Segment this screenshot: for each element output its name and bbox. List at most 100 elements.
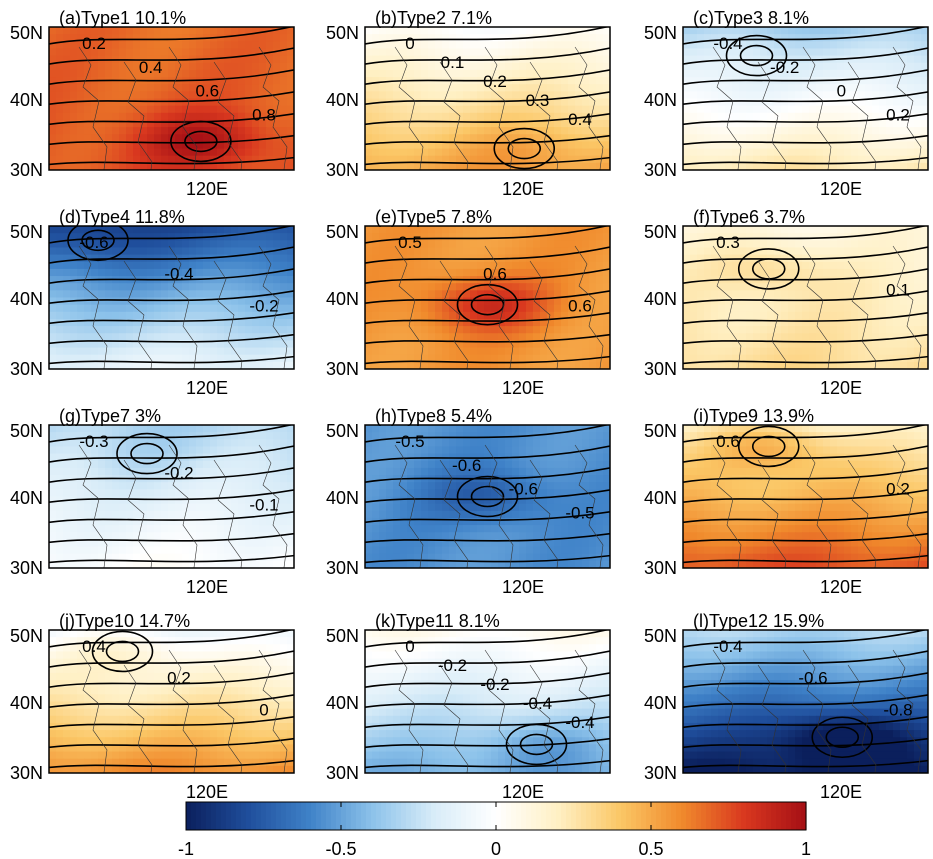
field-cell <box>893 69 901 78</box>
field-cell <box>112 268 120 277</box>
field-cell <box>711 340 719 349</box>
field-cell <box>210 91 218 100</box>
field-cell <box>561 55 569 64</box>
field-cell <box>126 311 134 320</box>
field-cell <box>435 290 443 299</box>
field-cell <box>690 62 698 71</box>
field-cell <box>421 297 429 306</box>
field-cell <box>147 333 155 341</box>
panel-title: (f)Type6 3.7% <box>693 207 805 227</box>
field-cell <box>575 112 583 121</box>
field-cell <box>112 141 120 150</box>
field-cell <box>540 105 548 114</box>
field-cell <box>168 539 176 548</box>
field-cell <box>470 134 478 142</box>
field-cell <box>561 112 569 121</box>
field-cell <box>540 62 548 71</box>
field-cell <box>442 233 450 241</box>
field-cell <box>893 62 901 71</box>
field-cell <box>168 41 176 50</box>
contour-ring <box>470 293 505 316</box>
field-cell <box>168 340 176 349</box>
field-cell <box>280 98 288 107</box>
field-cell <box>84 119 92 128</box>
field-cell <box>217 489 225 498</box>
field-cell <box>690 290 698 299</box>
field-cell <box>746 326 754 334</box>
field-cell <box>858 233 866 241</box>
field-cell <box>858 340 866 349</box>
field-cell <box>217 127 225 135</box>
contour-label: 0.1 <box>441 53 465 72</box>
field-cell <box>421 41 429 50</box>
field-cell <box>823 318 831 327</box>
field-cell <box>393 84 401 92</box>
field-cell <box>781 318 789 327</box>
field-cell <box>760 297 768 306</box>
field-cell <box>63 546 71 555</box>
field-cell <box>140 105 148 114</box>
field-cell <box>210 446 218 455</box>
field-cell <box>91 532 99 540</box>
field-cell <box>49 155 57 164</box>
field-cell <box>837 290 845 299</box>
field-cell <box>554 311 562 320</box>
field-cell <box>788 318 796 327</box>
field-cell <box>140 41 148 50</box>
contour-line <box>49 112 294 126</box>
field-cell <box>442 297 450 306</box>
field-cell <box>49 347 57 356</box>
field-cell <box>189 247 197 256</box>
field-cell <box>739 105 747 114</box>
field-cell <box>725 261 733 270</box>
field-cell <box>147 517 155 526</box>
field-cell <box>802 354 810 363</box>
field-cell <box>273 41 281 50</box>
field-cell <box>568 155 576 164</box>
field-cell <box>886 261 894 270</box>
field-cell <box>872 148 880 157</box>
field-cell <box>414 84 422 92</box>
field-cell <box>231 503 239 512</box>
field-cell <box>91 333 99 341</box>
field-cell <box>435 297 443 306</box>
field-cell <box>767 268 775 277</box>
field-cell <box>858 333 866 341</box>
field-cell <box>238 48 246 57</box>
field-cell <box>217 354 225 363</box>
field-cell <box>126 510 134 519</box>
field-cell <box>596 226 604 234</box>
field-cell <box>760 148 768 157</box>
field-cell <box>210 141 218 150</box>
field-cell <box>711 69 719 78</box>
field-cell <box>442 347 450 356</box>
field-cell <box>802 240 810 249</box>
boundary-line <box>802 245 832 369</box>
field-cell <box>428 283 436 291</box>
field-cell <box>126 48 134 57</box>
field-cell <box>760 41 768 50</box>
field-cell <box>119 539 127 548</box>
field-cell <box>84 141 92 150</box>
xtick-label: 120E <box>186 378 228 398</box>
field-cell <box>203 297 211 306</box>
field-cell <box>533 34 541 42</box>
field-cell <box>760 361 768 369</box>
field-cell <box>119 482 127 490</box>
field-cell <box>872 318 880 327</box>
field-cell <box>203 482 211 490</box>
field-cell <box>210 254 218 263</box>
field-cell <box>126 297 134 306</box>
field-cell <box>767 347 775 356</box>
field-cell <box>63 432 71 440</box>
field-cell <box>217 467 225 476</box>
field-cell <box>781 162 789 170</box>
field-cell <box>886 134 894 142</box>
field-cell <box>245 69 253 78</box>
field-cell <box>760 162 768 170</box>
field-cell <box>470 155 478 164</box>
boundary-lines <box>394 46 604 170</box>
field-cell <box>739 326 747 334</box>
field-cell <box>491 290 499 299</box>
